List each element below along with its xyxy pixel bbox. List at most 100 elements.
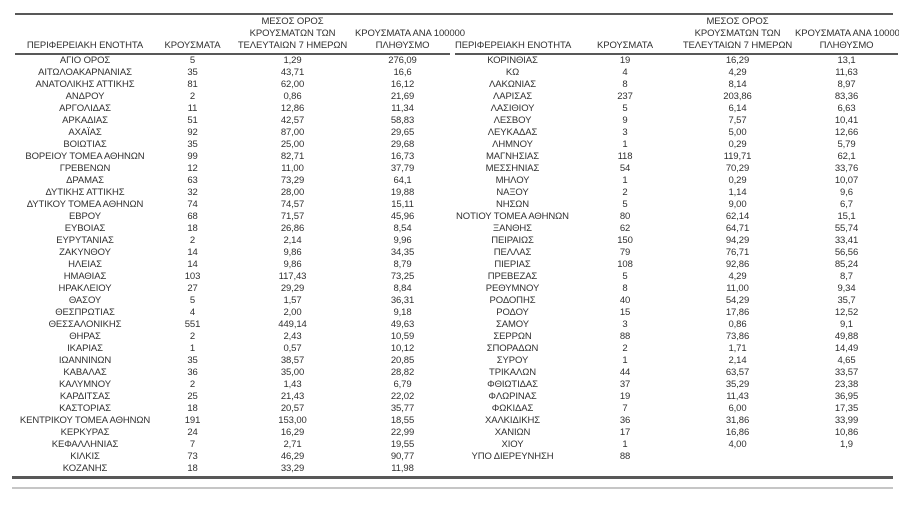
cases-cell: 68 xyxy=(187,211,198,222)
avg7-cell: 11,00 xyxy=(281,163,304,174)
avg7-cell: 43,71 xyxy=(280,67,305,78)
cases-cell: 1 xyxy=(622,355,628,366)
table-row: ΗΡΑΚΛΕΙΟΥ 27 29,29 8,84 xyxy=(15,283,450,295)
region-cell: ΠΡΕΒΕΖΑΣ xyxy=(487,271,538,282)
cases-cell: 1 xyxy=(189,343,196,354)
cases-cell: 18 xyxy=(187,403,198,414)
header-per100k-line1: ΚΡΟΥΣΜΑΤΑ ΑΝΑ 100000 xyxy=(355,28,465,39)
table-row: ΚΟΖΑΝΗΣ 18 33,29 11,98 xyxy=(15,463,450,475)
region-cell: ΤΡΙΚΑΛΩΝ xyxy=(489,367,536,378)
region-cell: ΘΕΣΣΑΛΟΝΙΚΗΣ xyxy=(48,319,122,330)
per100k-cell: 90,77 xyxy=(390,451,415,462)
region-cell: ΜΕΣΣΗΝΙΑΣ xyxy=(485,163,540,174)
cases-cell: 54 xyxy=(619,163,631,174)
avg7-cell: 6,00 xyxy=(728,403,747,414)
region-cell: ΔΥΤΙΚΟΥ ΤΟΜΕΑ ΑΘΗΝΩΝ xyxy=(26,199,144,210)
regions-table-right: ΠΕΡΙΦΕΡΕΙΑΚΗ ΕΝΟΤΗΤΑ ΚΡΟΥΣΜΑΤΑ ΜΕΣΟΣ ΟΡΟ… xyxy=(455,15,899,463)
region-cell: ΚΟΡΙΝΘΙΑΣ xyxy=(487,55,538,66)
per100k-cell: 29,68 xyxy=(390,139,415,150)
table-row: ΑΧΑΪΑΣ 92 87,00 29,65 xyxy=(15,127,450,139)
table-row: ΚΑΡΔΙΤΣΑΣ 25 21,43 22,02 xyxy=(15,391,450,403)
cases-cell: 2 xyxy=(189,331,196,342)
per100k-cell: 21,69 xyxy=(390,91,415,102)
cases-cell: 63 xyxy=(187,175,198,186)
avg7-cell: 4,29 xyxy=(728,271,747,282)
cases-cell: 79 xyxy=(619,247,631,258)
cases-cell: 19 xyxy=(619,391,631,402)
cases-cell: 18 xyxy=(187,223,198,234)
region-cell: ΓΡΕΒΕΝΩΝ xyxy=(59,163,111,174)
table-row: ΒΟΙΩΤΙΑΣ 35 25,00 29,68 xyxy=(15,139,450,151)
per100k-cell: 33,41 xyxy=(834,235,859,246)
header-per100k: ΚΡΟΥΣΜΑΤΑ ΑΝΑ 100000 ΠΛΗΘΥΣΜΟ xyxy=(355,15,465,55)
cases-cell: 14 xyxy=(187,247,198,258)
avg7-cell: 1,43 xyxy=(283,379,302,390)
region-cell: ΞΑΝΘΗΣ xyxy=(493,223,532,234)
per100k-cell: 1,9 xyxy=(840,439,853,450)
cases-cell: 2 xyxy=(622,343,628,354)
cases-cell: 118 xyxy=(617,151,633,162)
avg7-cell: 0,29 xyxy=(728,139,747,150)
region-cell: ΖΑΚΥΝΘΟΥ xyxy=(59,247,111,258)
avg7-cell: 9,00 xyxy=(728,199,747,210)
table-row: ΦΘΙΩΤΙΔΑΣ 37 35,29 23,38 xyxy=(455,379,898,391)
region-cell: ΝΗΣΩΝ xyxy=(495,199,530,210)
avg7-cell: 2,00 xyxy=(283,307,302,318)
region-cell: ΑΧΑΪΑΣ xyxy=(68,127,102,138)
avg7-cell: 2,14 xyxy=(283,235,302,246)
cases-cell: 81 xyxy=(187,79,198,90)
per100k-cell xyxy=(795,451,898,463)
per100k-cell: 33,57 xyxy=(834,367,859,378)
table-row: ΑΡΓΟΛΙΔΑΣ 11 12,86 11,34 xyxy=(15,103,450,115)
header-cases-label: ΚΡΟΥΣΜΑΤΑ xyxy=(164,40,221,51)
per100k-cell: 9,34 xyxy=(837,283,856,294)
avg7-cell: 74,57 xyxy=(280,199,305,210)
cases-cell: 88 xyxy=(619,331,631,342)
avg7-cell: 92,86 xyxy=(725,259,750,270)
per100k-cell: 37,79 xyxy=(390,163,415,174)
avg7-cell: 4,00 xyxy=(728,439,747,450)
region-cell: ΣΥΡΟΥ xyxy=(496,355,529,366)
per100k-cell: 9,96 xyxy=(393,235,412,246)
avg7-cell: 2,14 xyxy=(728,355,747,366)
avg7-cell: 0,57 xyxy=(283,343,302,354)
per100k-cell: 9,1 xyxy=(840,319,853,330)
per100k-cell: 18,55 xyxy=(390,415,415,426)
cases-cell: 150 xyxy=(617,235,633,246)
region-cell: ΘΗΡΑΣ xyxy=(69,331,101,342)
per100k-cell: 8,79 xyxy=(393,259,412,270)
table-row: ΕΥΒΟΙΑΣ 18 26,86 8,54 xyxy=(15,223,450,235)
per100k-cell: 8,54 xyxy=(393,223,412,234)
header-per100k-line2: ΠΛΗΘΥΣΜΟ xyxy=(375,40,430,51)
table-row: ΣΥΡΟΥ 1 2,14 4,65 xyxy=(455,355,898,367)
table-body-right: ΚΟΡΙΝΘΙΑΣ 19 16,29 13,1 ΚΩ 4 4,29 11,63 ΛΑΚΩΝΙΑΣ… xyxy=(455,54,898,463)
table-row: ΘΗΡΑΣ 2 2,43 10,59 xyxy=(15,331,450,343)
bottom-border-line xyxy=(12,476,893,479)
cases-cell: 25 xyxy=(187,391,198,402)
per100k-cell: 15,1 xyxy=(837,211,856,222)
avg7-cell: 449,14 xyxy=(278,319,307,330)
table-row: ΠΙΕΡΙΑΣ 108 92,86 85,24 xyxy=(455,259,898,271)
table-row: ΚΕΝΤΡΙΚΟΥ ΤΟΜΕΑ ΑΘΗΝΩΝ 191 153,00 18,55 xyxy=(15,415,450,427)
avg7-cell: 73,86 xyxy=(725,331,750,342)
header-region: ΠΕΡΙΦΕΡΕΙΑΚΗ ΕΝΟΤΗΤΑ xyxy=(15,15,155,55)
avg7-cell: 28,00 xyxy=(280,187,305,198)
region-cell: ΧΙΟΥ xyxy=(501,439,524,450)
table-row: ΕΒΡΟΥ 68 71,57 45,96 xyxy=(15,211,450,223)
table-body-left: ΑΓΙΟ ΟΡΟΣ 5 1,29 276,09 ΑΙΤΩΛΟΑΚΑΡΝΑΝΙΑΣ 35 43… xyxy=(15,54,450,475)
cases-cell: 36 xyxy=(619,415,631,426)
per100k-cell: 12,52 xyxy=(834,307,859,318)
cases-cell: 4 xyxy=(622,67,628,78)
region-cell: ΛΗΜΝΟΥ xyxy=(492,139,533,150)
cases-cell: 1 xyxy=(622,439,628,450)
table-row: ΡΕΘΥΜΝΟΥ 8 11,00 9,34 xyxy=(455,283,898,295)
avg7-cell: 94,29 xyxy=(725,235,750,246)
region-cell: ΚΕΦΑΛΛΗΝΙΑΣ xyxy=(51,439,119,450)
per100k-cell: 13,1 xyxy=(837,55,856,66)
table-row: ΗΜΑΘΙΑΣ 103 117,43 73,25 xyxy=(15,271,450,283)
table-row: ΚΟΡΙΝΘΙΑΣ 19 16,29 13,1 xyxy=(455,54,898,67)
table-row: ΛΑΣΙΘΙΟΥ 5 6,14 6,63 xyxy=(455,103,898,115)
regions-table-left: ΠΕΡΙΦΕΡΕΙΑΚΗ ΕΝΟΤΗΤΑ ΚΡΟΥΣΜΑΤΑ ΜΕΣΟΣ ΟΡΟ… xyxy=(15,15,465,475)
cases-cell: 3 xyxy=(622,127,628,138)
